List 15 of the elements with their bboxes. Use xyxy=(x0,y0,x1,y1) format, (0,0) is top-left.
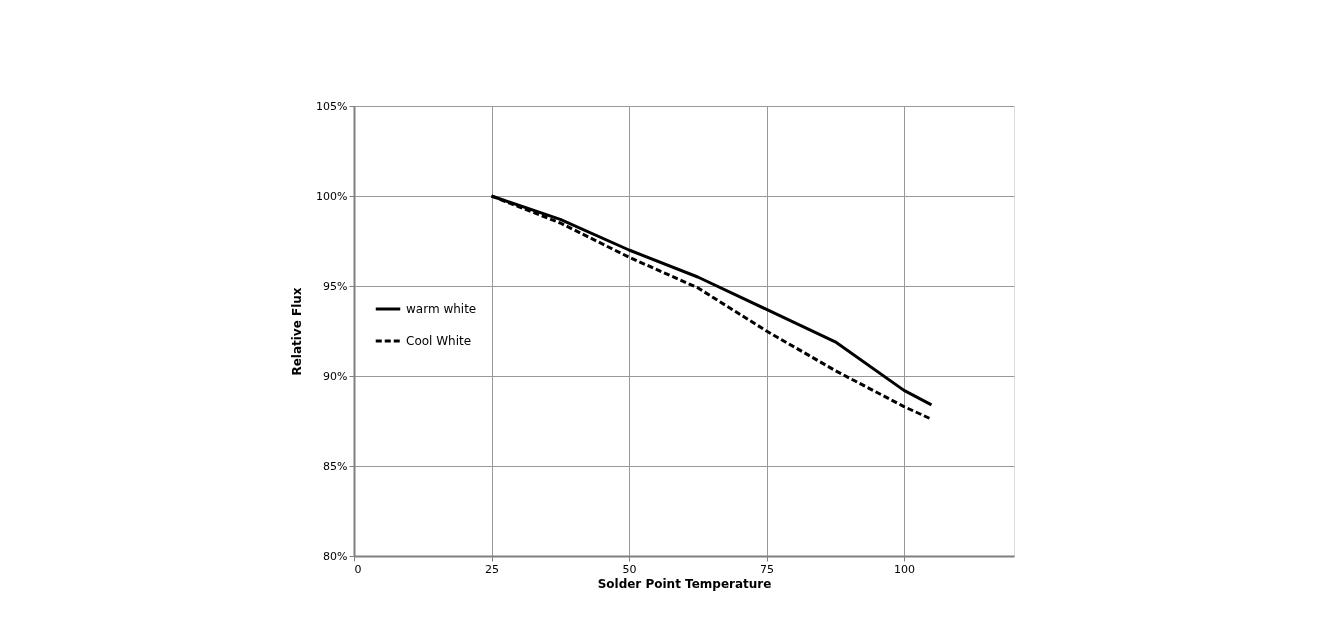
y-tick-label: 105% xyxy=(316,99,348,113)
x-tick-label: 50 xyxy=(622,562,637,576)
y-tick-label: 95% xyxy=(323,279,348,293)
x-tick-label: 0 xyxy=(354,562,362,576)
x-tick-label: 25 xyxy=(485,562,499,576)
y-tick-label: 85% xyxy=(323,459,348,473)
x-tick-label: 100 xyxy=(894,562,915,576)
y-tick-label: 90% xyxy=(323,369,348,383)
x-tick-label: 75 xyxy=(760,562,774,576)
y-axis-title: Relative Flux xyxy=(290,287,305,376)
legend-label: warm white xyxy=(406,302,477,316)
x-axis-title: Solder Point Temperature xyxy=(597,576,772,591)
y-tick-label: 100% xyxy=(316,189,348,203)
y-tick-label: 80% xyxy=(323,549,348,563)
legend-label: Cool White xyxy=(406,334,472,348)
